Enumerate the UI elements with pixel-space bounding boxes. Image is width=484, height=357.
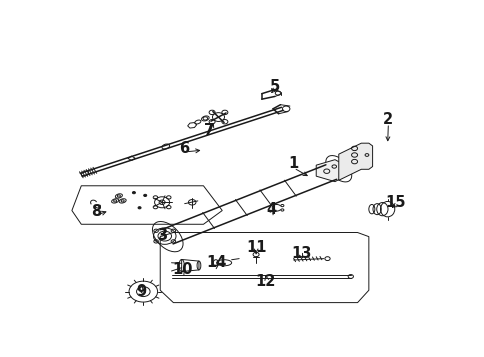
Text: 8: 8	[91, 205, 101, 220]
Text: 13: 13	[290, 246, 311, 261]
Text: 11: 11	[245, 240, 266, 255]
Circle shape	[143, 194, 146, 196]
Text: 6: 6	[179, 141, 189, 156]
Text: 15: 15	[384, 195, 405, 210]
Circle shape	[132, 192, 135, 194]
Text: 1: 1	[288, 156, 298, 171]
Text: 5: 5	[269, 79, 279, 94]
Circle shape	[138, 207, 141, 209]
Text: 14: 14	[206, 255, 227, 270]
Text: 10: 10	[172, 262, 193, 277]
Text: 7: 7	[204, 123, 214, 138]
Polygon shape	[338, 143, 372, 180]
Text: 2: 2	[382, 112, 392, 127]
Text: 12: 12	[255, 275, 275, 290]
Text: 9: 9	[136, 284, 146, 299]
Text: 3: 3	[157, 228, 167, 243]
Text: 4: 4	[266, 202, 275, 217]
Polygon shape	[316, 160, 342, 182]
